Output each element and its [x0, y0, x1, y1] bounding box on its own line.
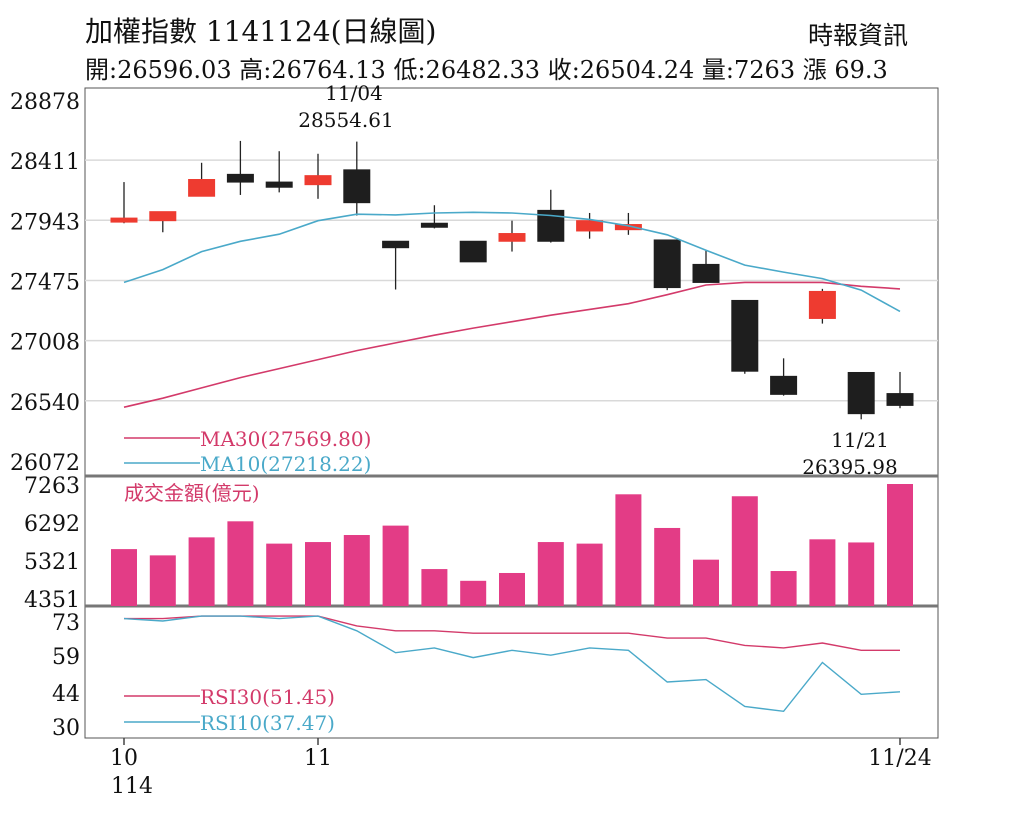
volume-bar — [731, 496, 758, 606]
candle — [808, 288, 836, 324]
candle-body — [653, 239, 681, 289]
ma10-line — [123, 211, 901, 313]
candle-body — [110, 217, 138, 223]
x-tick-label: 11/24 — [868, 746, 931, 771]
candle — [886, 371, 914, 409]
ma30-legend-label: MA30(27569.80) — [200, 427, 371, 451]
candle-body — [808, 290, 836, 319]
candle — [265, 151, 293, 193]
rsi10-line — [123, 615, 901, 713]
volume-bar — [499, 572, 525, 606]
candle-body — [304, 175, 332, 186]
volume-bar — [848, 542, 875, 606]
volume-bar — [537, 542, 564, 606]
volume-bar — [693, 559, 719, 606]
volume-tick-label: 7263 — [24, 474, 80, 499]
rsi-tick-label: 44 — [52, 682, 80, 707]
candle — [692, 250, 720, 283]
rsi-tick-label: 30 — [52, 716, 80, 741]
volume-bar — [188, 537, 215, 606]
price-tick-label: 26072 — [10, 451, 80, 476]
volume-tick-label: 6292 — [24, 512, 80, 537]
candle-body — [886, 393, 914, 406]
candle-body — [149, 211, 177, 222]
volume-bar — [770, 571, 797, 606]
volume-bar — [227, 521, 254, 606]
high-value-label: 28554.61 — [298, 108, 393, 132]
price-tick-label: 27943 — [10, 210, 80, 235]
rsi-tick-label: 59 — [52, 645, 80, 670]
candle-body — [498, 233, 526, 242]
chart-title: 加權指數 1141124(日線圖) — [85, 15, 437, 48]
candle — [770, 358, 798, 396]
candle-body — [614, 224, 642, 231]
volume-bar — [382, 525, 409, 606]
candle-body — [459, 240, 487, 263]
candle — [459, 240, 487, 263]
candle — [110, 182, 138, 224]
x-tick-label: 10 — [110, 746, 138, 771]
price-tick-label: 26540 — [10, 391, 80, 416]
candle-body — [576, 220, 604, 232]
x-tick-sublabel: 114 — [111, 774, 153, 799]
candle — [382, 240, 410, 290]
high-date-label: 11/04 — [325, 81, 383, 105]
candle — [498, 220, 526, 252]
price-tick-label: 27475 — [10, 271, 80, 296]
candle — [847, 371, 875, 420]
volume-bar — [149, 555, 176, 606]
candle — [420, 205, 448, 229]
candle — [614, 212, 642, 235]
volume-bar — [305, 542, 331, 606]
plot-frame — [84, 87, 939, 739]
candle — [576, 212, 604, 239]
candle — [149, 211, 177, 233]
candle-body — [731, 299, 759, 372]
volume-bar — [421, 569, 448, 606]
candle — [653, 239, 681, 291]
ma10-legend-label: MA10(27218.22) — [200, 452, 371, 476]
candle — [731, 299, 759, 374]
candle — [226, 140, 254, 195]
volume-bar — [576, 543, 603, 606]
volume-bar — [343, 535, 370, 606]
rsi-tick-label: 73 — [52, 611, 80, 636]
ma30-line — [123, 281, 901, 408]
candle-body — [188, 179, 216, 197]
candle-body — [265, 181, 293, 188]
volume-bar — [654, 527, 681, 606]
rsi30-legend-label: RSI30(51.45) — [200, 685, 335, 709]
price-tick-label: 28411 — [10, 150, 80, 175]
price-tick-label: 28878 — [10, 90, 80, 115]
quote-summary: 開:26596.03 高:26764.13 低:26482.33 收:26504… — [85, 56, 888, 84]
price-tick-label: 27008 — [10, 331, 80, 356]
volume-tick-label: 4351 — [24, 588, 80, 613]
candle-body — [226, 173, 254, 183]
candle-body — [692, 263, 720, 283]
volume-tick-label: 5321 — [24, 550, 80, 575]
candle — [343, 141, 371, 216]
volume-title: 成交金額(億元) — [124, 481, 260, 505]
x-tick-label: 11 — [304, 746, 332, 771]
volume-bar — [615, 494, 642, 606]
rsi30-line — [124, 615, 900, 651]
volume-bar — [809, 539, 836, 606]
candle — [304, 153, 332, 199]
volume-bar — [887, 484, 913, 606]
candle-body — [382, 240, 410, 249]
candle — [188, 162, 216, 197]
rsi10-legend-label: RSI10(37.47) — [200, 711, 335, 735]
low-date-label: 11/21 — [831, 428, 889, 452]
candle-body — [847, 371, 875, 415]
candle-body — [770, 375, 798, 395]
volume-bar — [460, 580, 487, 606]
data-source: 時報資訊 — [808, 21, 909, 50]
volume-bar — [111, 549, 137, 606]
candle-body — [343, 169, 371, 204]
candle-body — [420, 222, 448, 228]
volume-bar — [266, 543, 293, 606]
